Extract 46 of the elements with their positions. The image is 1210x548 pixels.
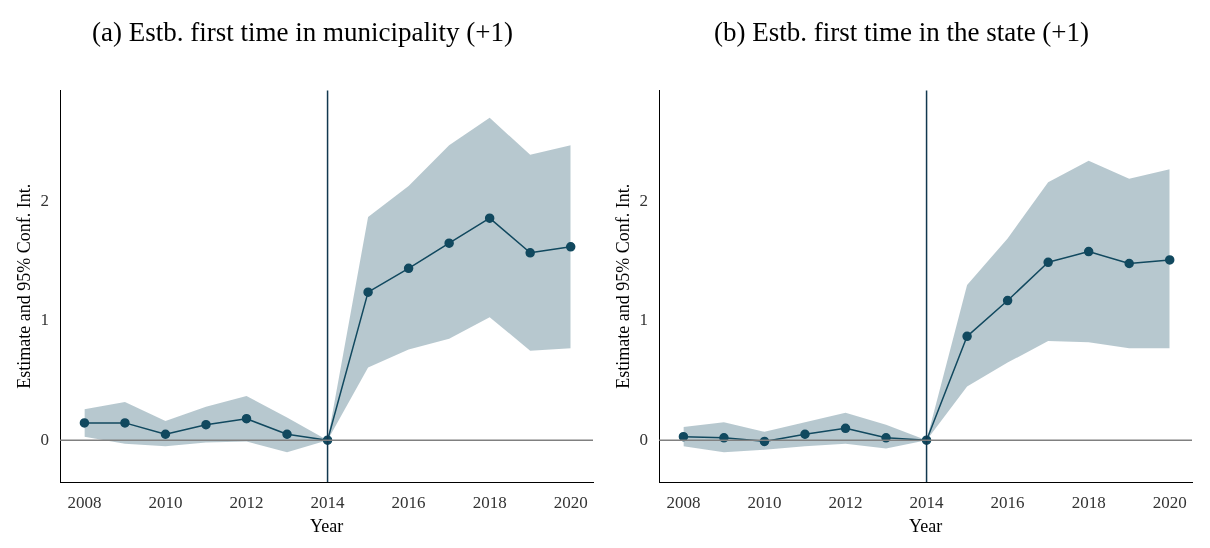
point	[160, 429, 171, 439]
x-tick-label: 2008	[666, 492, 701, 512]
y-tick-label: 1	[40, 310, 50, 330]
x-tick-label: 2012	[828, 492, 863, 512]
point	[1083, 246, 1094, 257]
x-tick-label: 2010	[747, 492, 782, 512]
point	[565, 242, 576, 252]
point	[79, 418, 90, 428]
x-tick-label: 2014	[310, 492, 346, 512]
y-tick-label: 0	[639, 429, 649, 449]
y-tick-label: 2	[40, 190, 50, 210]
point	[1124, 258, 1134, 269]
point	[962, 331, 972, 342]
chart-title: (b) Estb. first time in the state (+1)	[713, 17, 1090, 48]
x-tick-label: 2020	[1152, 492, 1187, 512]
point	[363, 287, 373, 297]
x-tick-label: 2018	[472, 492, 507, 512]
x-tick-label: 2016	[990, 492, 1025, 512]
point	[484, 213, 495, 223]
point	[1043, 257, 1053, 268]
point	[800, 429, 810, 439]
x-tick-label: 2020	[553, 492, 588, 512]
x-axis-title: Year	[908, 515, 943, 536]
point	[1164, 255, 1175, 265]
y-axis-title: Estimate and 95% Conf. Int.	[13, 183, 34, 389]
point	[282, 429, 292, 439]
x-tick-label: 2014	[909, 492, 945, 512]
chart-title: (a) Estb. first time in municipality (+1)	[92, 17, 513, 48]
point	[525, 248, 535, 258]
point	[444, 238, 454, 248]
x-tick-label: 2018	[1071, 492, 1106, 512]
point	[241, 413, 252, 424]
x-tick-label: 2008	[67, 492, 102, 512]
point	[403, 263, 414, 274]
point	[840, 423, 851, 434]
point	[201, 419, 211, 430]
y-tick-label: 2	[639, 190, 649, 210]
point	[1002, 295, 1013, 306]
x-axis-title: Year	[309, 515, 344, 536]
x-tick-label: 2012	[229, 492, 264, 512]
y-tick-label: 1	[639, 310, 649, 330]
x-tick-label: 2010	[148, 492, 183, 512]
point	[120, 418, 130, 428]
y-axis-title: Estimate and 95% Conf. Int.	[612, 183, 633, 389]
y-tick-label: 0	[40, 429, 50, 449]
x-tick-label: 2016	[391, 492, 426, 512]
